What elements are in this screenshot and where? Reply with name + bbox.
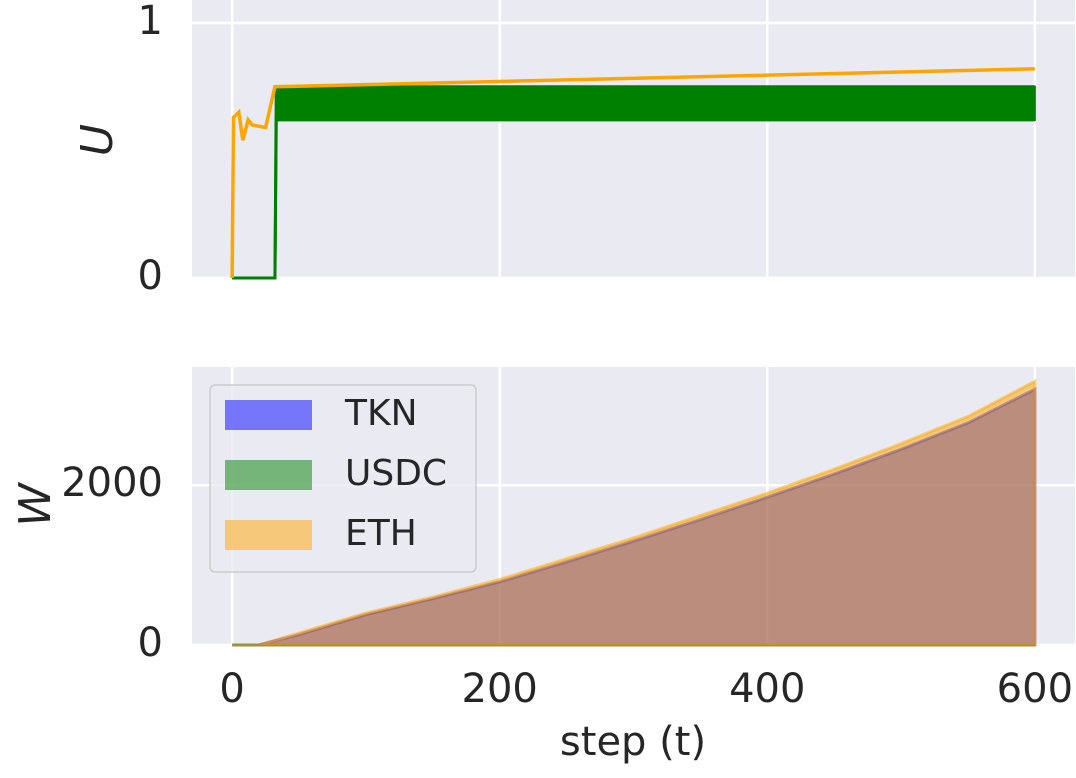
line	[230, 67, 1035, 279]
y-axis-label: U	[72, 124, 123, 156]
x-tick-label: 0	[219, 666, 244, 712]
y-tick-label: 2000	[61, 460, 163, 506]
legend-label: ETH	[345, 513, 417, 554]
legend-label: USDC	[345, 453, 447, 494]
x-axis-label: step (t)	[560, 719, 706, 765]
y-axis-label: W	[10, 482, 61, 527]
legend-swatch	[225, 460, 312, 490]
legend: TKN USDC ETH	[209, 384, 477, 573]
legend-label: TKN	[344, 393, 418, 434]
area	[232, 378, 1037, 647]
plot-background	[192, 0, 1075, 278]
y-tick-label: 1	[138, 0, 163, 44]
y-tick-label: 0	[138, 253, 163, 299]
x-tick-label: 400	[729, 666, 805, 712]
band-upper	[232, 85, 1035, 280]
legend-swatch	[225, 400, 312, 430]
y-tick-label: 0	[138, 620, 163, 666]
x-tick-label: 600	[997, 666, 1073, 712]
legend-swatch	[225, 520, 312, 550]
x-tick-label: 200	[462, 666, 538, 712]
